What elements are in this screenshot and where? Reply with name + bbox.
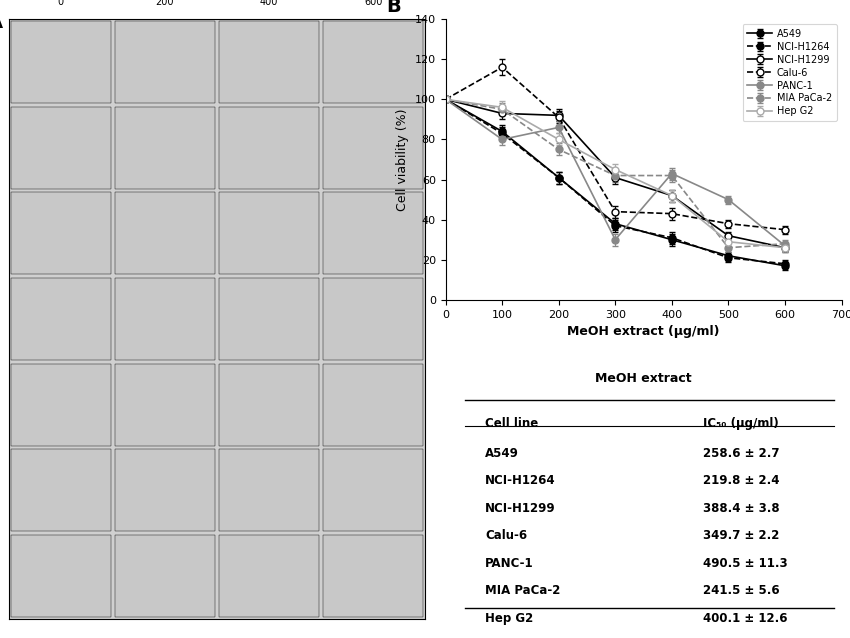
Text: Cell line: Cell line: [485, 417, 538, 430]
Text: B: B: [386, 0, 401, 16]
FancyBboxPatch shape: [323, 107, 423, 189]
FancyBboxPatch shape: [115, 21, 215, 103]
Text: PANC-1: PANC-1: [485, 557, 534, 570]
FancyBboxPatch shape: [219, 449, 319, 531]
FancyBboxPatch shape: [115, 449, 215, 531]
FancyBboxPatch shape: [219, 364, 319, 446]
Text: 600: 600: [364, 0, 382, 7]
FancyBboxPatch shape: [323, 364, 423, 446]
Text: IC₅₀ (μg/ml): IC₅₀ (μg/ml): [703, 417, 779, 430]
FancyBboxPatch shape: [219, 535, 319, 617]
FancyBboxPatch shape: [219, 21, 319, 103]
FancyBboxPatch shape: [10, 21, 111, 103]
FancyBboxPatch shape: [323, 535, 423, 617]
Text: 388.4 ± 3.8: 388.4 ± 3.8: [703, 501, 779, 515]
Text: 0: 0: [58, 0, 64, 7]
FancyBboxPatch shape: [10, 192, 111, 274]
FancyBboxPatch shape: [115, 192, 215, 274]
FancyBboxPatch shape: [10, 278, 111, 360]
Text: 400: 400: [260, 0, 278, 7]
FancyBboxPatch shape: [115, 107, 215, 189]
Legend: A549, NCI-H1264, NCI-H1299, Calu-6, PANC-1, MIA PaCa-2, Hep G2: A549, NCI-H1264, NCI-H1299, Calu-6, PANC…: [743, 24, 836, 121]
Text: NCI-H1299: NCI-H1299: [485, 501, 556, 515]
FancyBboxPatch shape: [219, 107, 319, 189]
Y-axis label: Cell viability (%): Cell viability (%): [396, 108, 409, 211]
Text: 490.5 ± 11.3: 490.5 ± 11.3: [703, 557, 788, 570]
FancyBboxPatch shape: [115, 278, 215, 360]
Text: Calu-6: Calu-6: [485, 530, 527, 542]
FancyBboxPatch shape: [10, 107, 111, 189]
Text: MeOH extract: MeOH extract: [595, 371, 692, 385]
Text: A549: A549: [485, 447, 519, 459]
FancyBboxPatch shape: [10, 449, 111, 531]
Text: Hep G2: Hep G2: [485, 612, 534, 625]
Text: MIA PaCa-2: MIA PaCa-2: [485, 584, 560, 597]
X-axis label: MeOH extract (μg/ml): MeOH extract (μg/ml): [567, 325, 720, 338]
FancyBboxPatch shape: [115, 364, 215, 446]
Text: 200: 200: [156, 0, 174, 7]
FancyBboxPatch shape: [10, 364, 111, 446]
FancyBboxPatch shape: [219, 278, 319, 360]
FancyBboxPatch shape: [323, 278, 423, 360]
FancyBboxPatch shape: [323, 192, 423, 274]
Text: 219.8 ± 2.4: 219.8 ± 2.4: [703, 474, 779, 487]
Text: A: A: [0, 13, 3, 32]
FancyBboxPatch shape: [323, 449, 423, 531]
Text: 400.1 ± 12.6: 400.1 ± 12.6: [703, 612, 787, 625]
FancyBboxPatch shape: [219, 192, 319, 274]
Text: 349.7 ± 2.2: 349.7 ± 2.2: [703, 530, 779, 542]
FancyBboxPatch shape: [323, 21, 423, 103]
Text: 241.5 ± 5.6: 241.5 ± 5.6: [703, 584, 779, 597]
Text: NCI-H1264: NCI-H1264: [485, 474, 556, 487]
FancyBboxPatch shape: [10, 535, 111, 617]
Text: 258.6 ± 2.7: 258.6 ± 2.7: [703, 447, 779, 459]
FancyBboxPatch shape: [115, 535, 215, 617]
